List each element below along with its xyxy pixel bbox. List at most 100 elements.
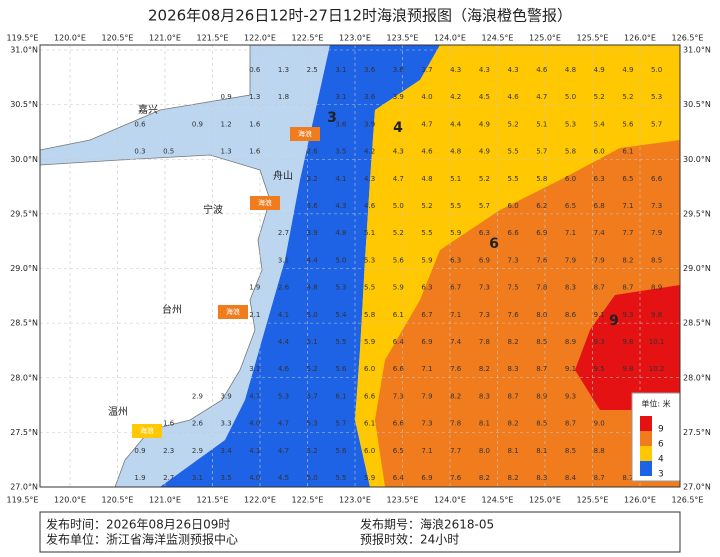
wave-height: 4.4	[450, 120, 462, 128]
wave-height: 2.1	[249, 311, 260, 319]
x-tick-label: 122.5°E	[292, 496, 324, 505]
wave-height: 3.1	[278, 256, 289, 264]
wave-height: 5.5	[508, 175, 519, 183]
wave-height: 4.7	[278, 420, 289, 428]
station-icon	[132, 424, 162, 438]
wave-height: 6.2	[536, 202, 547, 210]
wave-height: 9.8	[622, 338, 633, 346]
wave-height: 8.9	[536, 392, 547, 400]
wave-height: 6.9	[536, 229, 547, 237]
wave-height: 1.6	[249, 120, 261, 128]
wave-height: 3.2	[307, 175, 318, 183]
wave-height: 8.6	[565, 311, 577, 319]
wave-height: 7.3	[479, 284, 490, 292]
wave-height: 5.8	[364, 311, 375, 319]
wave-height: 4.3	[335, 202, 346, 210]
legend: 单位: 米 9 6 4 3	[631, 392, 681, 482]
place-label: 宁波	[203, 203, 223, 216]
wave-height: 4.4	[278, 338, 290, 346]
y-tick-label: 28.0°N	[683, 373, 711, 382]
wave-height: 3.5	[335, 148, 346, 156]
legend-label: 3	[658, 470, 664, 480]
wave-height: 5.5	[364, 284, 375, 292]
wave-height: 6.4	[393, 338, 405, 346]
wave-height: 9.3	[622, 311, 633, 319]
wave-height: 6.5	[622, 175, 633, 183]
wave-height: 9.8	[651, 311, 662, 319]
wave-height: 8.5	[536, 338, 547, 346]
wave-height: 4.6	[536, 66, 548, 74]
wave-height: 8.3	[479, 392, 490, 400]
y-tick-label: 28.0°N	[10, 373, 38, 382]
wave-height: 4.9	[594, 66, 605, 74]
wave-height: 7.1	[565, 229, 576, 237]
wave-height: 6.3	[594, 175, 605, 183]
x-tick-label: 126.5°E	[672, 496, 704, 505]
wave-height: 8.2	[508, 338, 519, 346]
wave-height: 7.4	[450, 338, 462, 346]
wave-height: 9.3	[565, 392, 576, 400]
x-tick-label: 122.5°E	[292, 34, 324, 43]
wave-height: 8.7	[508, 392, 519, 400]
y-tick-label: 31.0°N	[683, 46, 711, 55]
wave-height: 8.5	[651, 256, 662, 264]
wave-height: 7.3	[479, 311, 490, 319]
wave-height: 7.8	[536, 284, 547, 292]
wave-height: 1.9	[249, 284, 260, 292]
wave-height: 4.2	[364, 148, 375, 156]
wave-height: 7.7	[622, 229, 633, 237]
wave-height: 4.7	[278, 447, 289, 455]
wave-height: 5.2	[479, 175, 490, 183]
wave-height: 5.4	[335, 311, 347, 319]
wave-height: 4.3	[364, 175, 375, 183]
x-tick-label: 120.5°E	[102, 496, 134, 505]
wave-height: 5.9	[450, 229, 461, 237]
wave-height: 6.5	[565, 202, 576, 210]
wave-zones	[39, 44, 680, 488]
wave-height: 2.6	[278, 284, 290, 292]
wave-height: 3.8	[393, 66, 404, 74]
wave-height: 4.1	[249, 447, 260, 455]
wave-height: 5.5	[335, 338, 346, 346]
wave-height: 5.3	[565, 120, 576, 128]
wave-height: 5.6	[335, 365, 347, 373]
footer-text: 发布时间：2026年08月26日09时	[46, 517, 230, 532]
wave-height: 5.2	[508, 120, 519, 128]
wave-height: 8.1	[479, 420, 490, 428]
wave-height: 3.9	[307, 229, 318, 237]
wave-height: 4.7	[249, 392, 260, 400]
wave-height: 8.7	[594, 474, 605, 482]
wave-height: 4.6	[278, 365, 290, 373]
wave-height: 3.9	[393, 93, 404, 101]
legend-label: 4	[658, 455, 664, 465]
wave-height: 5.6	[335, 447, 347, 455]
legend-swatch	[640, 416, 652, 431]
wave-height: 8.9	[565, 338, 576, 346]
wave-height: 6.0	[364, 365, 375, 373]
wave-height: 8.9	[651, 284, 662, 292]
wave-height: 5.0	[651, 66, 662, 74]
wave-height: 6.3	[479, 229, 490, 237]
x-tick-label: 124.0°E	[434, 496, 466, 505]
wave-height: 5.2	[393, 229, 404, 237]
wave-height: 9.1	[565, 365, 576, 373]
wave-height: 5.5	[421, 229, 432, 237]
wave-height: 4.2	[450, 93, 461, 101]
wave-height: 5.6	[622, 120, 634, 128]
x-tick-label: 126.0°E	[624, 34, 656, 43]
x-tick-label: 121.0°E	[149, 34, 181, 43]
wave-height: 7.1	[421, 365, 432, 373]
wave-height: 5.0	[307, 474, 318, 482]
wave-height: 4.8	[450, 148, 461, 156]
wave-height: 4.9	[479, 148, 490, 156]
wave-height: 3.6	[335, 120, 347, 128]
wave-height: 7.9	[594, 256, 605, 264]
wave-height: 6.4	[393, 474, 405, 482]
wave-height: 8.2	[508, 420, 519, 428]
wave-height: 5.3	[307, 420, 318, 428]
wave-height: 2.5	[307, 66, 318, 74]
wave-height: 7.4	[594, 229, 606, 237]
station-label: 海浪	[298, 129, 312, 138]
wave-height: 8.1	[508, 447, 519, 455]
x-tick-label: 125.5°E	[577, 34, 609, 43]
